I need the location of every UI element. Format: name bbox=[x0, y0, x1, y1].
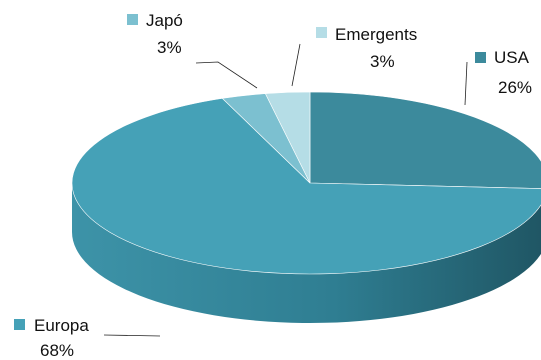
legend-swatch-emergents bbox=[316, 27, 327, 38]
label-emergents: Emergents 3% bbox=[316, 25, 417, 71]
slice-value-usa: 26% bbox=[498, 78, 532, 97]
slice-label-usa: USA bbox=[494, 48, 530, 67]
pie-slice-europa bbox=[71, 98, 541, 275]
label-europa: Europa 68% bbox=[14, 316, 89, 360]
label-japo: Japó 3% bbox=[127, 11, 183, 57]
slice-label-japo: Japó bbox=[146, 11, 183, 30]
slice-label-europa: Europa bbox=[34, 316, 89, 335]
pie-slice-emergents bbox=[264, 91, 311, 184]
slice-value-emergents: 3% bbox=[370, 52, 395, 71]
slice-value-japo: 3% bbox=[157, 38, 182, 57]
leader-line-usa bbox=[464, 61, 468, 106]
legend-swatch-japo bbox=[127, 14, 138, 25]
pie-slice-usa bbox=[309, 91, 541, 189]
legend-swatch-usa bbox=[475, 52, 486, 63]
leader-line-europa bbox=[103, 334, 161, 337]
leader-lines bbox=[103, 43, 468, 337]
pie-slices bbox=[71, 91, 541, 275]
legend-swatch-europa bbox=[14, 319, 25, 330]
leader-line-japo bbox=[195, 61, 258, 89]
pie-side-europa bbox=[72, 183, 541, 323]
leader-line-emergents bbox=[291, 43, 301, 87]
slice-label-emergents: Emergents bbox=[335, 25, 417, 44]
label-usa: USA 26% bbox=[475, 48, 532, 97]
pie-side-walls bbox=[72, 183, 541, 323]
slice-value-europa: 68% bbox=[40, 341, 74, 360]
